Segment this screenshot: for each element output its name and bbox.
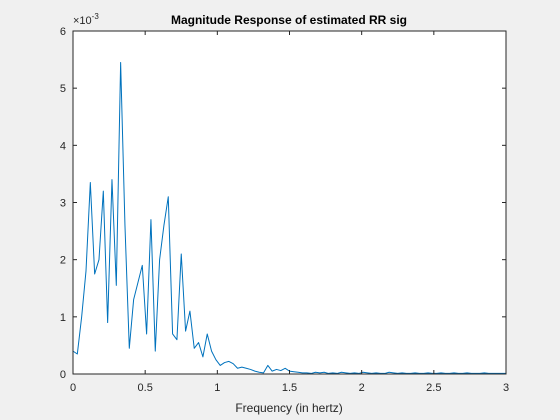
x-tick-label: 0.5 bbox=[138, 382, 153, 394]
chart-title: Magnitude Response of estimated RR sig bbox=[171, 13, 407, 27]
y-exponent-power: -3 bbox=[92, 12, 100, 21]
x-tick-label: 2 bbox=[359, 382, 365, 394]
y-tick-label: 3 bbox=[60, 198, 66, 210]
ticks-layer bbox=[72, 30, 507, 375]
y-tick-label: 0 bbox=[60, 369, 66, 381]
y-axis-exponent: ×10-3 bbox=[73, 12, 99, 27]
x-axis-label: Frequency (in hertz) bbox=[235, 401, 342, 415]
y-tick-label: 2 bbox=[60, 255, 66, 267]
y-exponent-base: ×10 bbox=[73, 15, 92, 27]
y-tick-label: 6 bbox=[60, 26, 66, 38]
x-tick-label: 3 bbox=[503, 382, 509, 394]
x-tick-label: 2.5 bbox=[426, 382, 441, 394]
x-tick-label: 1.5 bbox=[282, 382, 297, 394]
x-tick-label: 0 bbox=[70, 382, 76, 394]
y-tick-label: 4 bbox=[60, 140, 66, 152]
x-tick-label: 1 bbox=[214, 382, 220, 394]
y-tick-label: 5 bbox=[60, 83, 66, 95]
y-tick-label: 1 bbox=[60, 312, 66, 324]
plot-area bbox=[73, 31, 506, 374]
labels-layer: 0 0.5 1 1.5 2 2.5 3 0 1 2 3 4 5 6 bbox=[60, 26, 509, 394]
